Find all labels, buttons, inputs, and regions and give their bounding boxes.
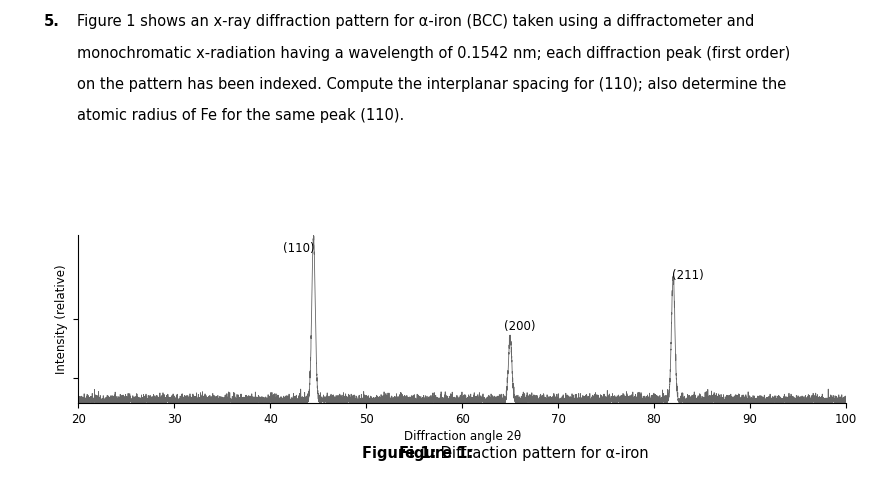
Text: (211): (211) bbox=[671, 269, 704, 282]
X-axis label: Diffraction angle 2θ: Diffraction angle 2θ bbox=[404, 430, 521, 443]
Text: Figure 1:: Figure 1: bbox=[362, 446, 436, 461]
Text: (110): (110) bbox=[283, 242, 315, 255]
Text: on the pattern has been indexed. Compute the interplanar spacing for (110); also: on the pattern has been indexed. Compute… bbox=[77, 77, 786, 92]
Text: monochromatic x-radiation having a wavelength of 0.1542 nm; each diffraction pea: monochromatic x-radiation having a wavel… bbox=[77, 46, 790, 60]
Text: Figure 1:: Figure 1: bbox=[399, 446, 473, 461]
Text: Diffraction pattern for α-iron: Diffraction pattern for α-iron bbox=[436, 446, 649, 461]
Text: (200): (200) bbox=[504, 320, 535, 333]
Text: atomic radius of Fe for the same peak (110).: atomic radius of Fe for the same peak (1… bbox=[77, 108, 404, 123]
Text: Figure 1 shows an x-ray diffraction pattern for α-iron (BCC) taken using a diffr: Figure 1 shows an x-ray diffraction patt… bbox=[77, 14, 754, 29]
Y-axis label: Intensity (relative): Intensity (relative) bbox=[55, 264, 68, 374]
Text: 5.: 5. bbox=[44, 14, 59, 29]
